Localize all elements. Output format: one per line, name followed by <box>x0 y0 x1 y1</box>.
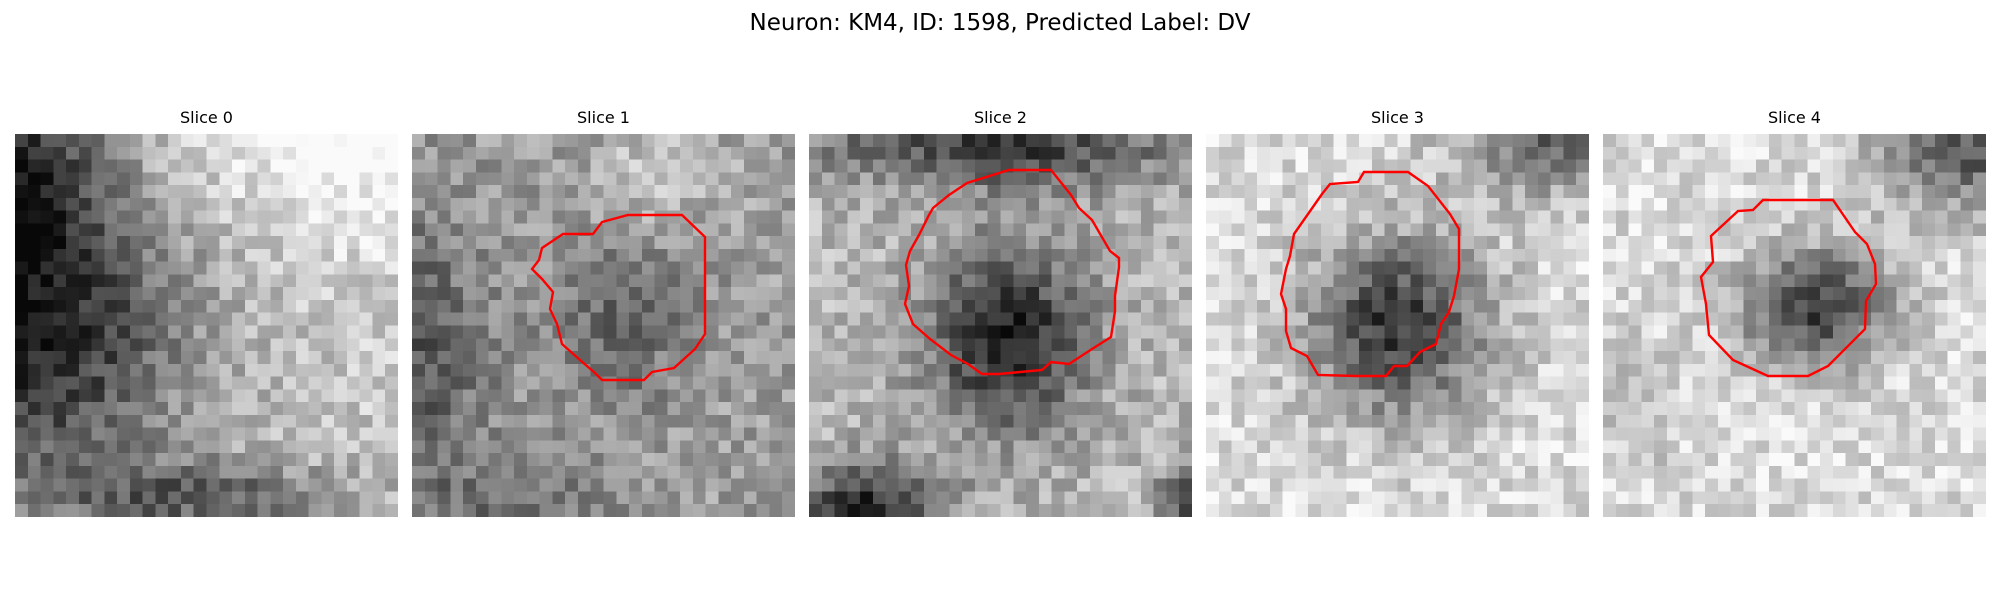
slice-panel-0: Slice 0 <box>15 108 398 517</box>
neuron-boundary-contour <box>903 168 1121 376</box>
slice-image-frame <box>15 134 398 517</box>
slice-title: Slice 1 <box>577 108 630 127</box>
slice-panel-3: Slice 3 <box>1206 108 1589 517</box>
red-contour-overlay <box>1279 170 1461 378</box>
grayscale-slice-image <box>1206 134 1589 517</box>
slice-image-frame <box>412 134 795 517</box>
neuron-boundary-contour <box>1699 198 1878 378</box>
figure-title: Neuron: KM4, ID: 1598, Predicted Label: … <box>749 10 1251 36</box>
grayscale-slice-image <box>412 134 795 517</box>
neuron-boundary-contour <box>1279 170 1461 378</box>
red-contour-overlay <box>1699 198 1878 378</box>
grayscale-slice-image <box>15 134 398 517</box>
slice-image-frame <box>1206 134 1589 517</box>
slice-title: Slice 2 <box>974 108 1027 127</box>
slice-image-frame <box>809 134 1192 517</box>
grayscale-slice-image <box>809 134 1192 517</box>
neuron-boundary-contour <box>530 213 707 382</box>
slice-panel-1: Slice 1 <box>412 108 795 517</box>
grayscale-slice-image <box>1603 134 1986 517</box>
slice-image-frame <box>1603 134 1986 517</box>
red-contour-overlay <box>903 168 1121 376</box>
slice-panel-2: Slice 2 <box>809 108 1192 517</box>
slice-panel-4: Slice 4 <box>1603 108 1986 517</box>
slice-title: Slice 0 <box>180 108 233 127</box>
slice-title: Slice 4 <box>1768 108 1821 127</box>
slice-title: Slice 3 <box>1371 108 1424 127</box>
red-contour-overlay <box>530 213 707 382</box>
